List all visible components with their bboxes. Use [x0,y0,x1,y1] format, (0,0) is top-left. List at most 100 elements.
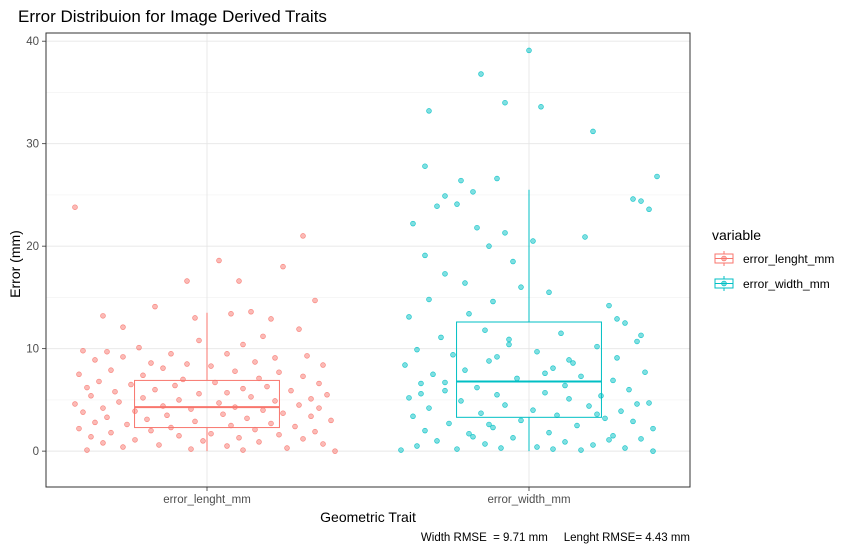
data-point [196,390,202,397]
data-point [594,411,600,417]
data-point [634,338,640,345]
data-point [80,409,86,415]
data-point [554,412,560,419]
data-point [462,280,468,286]
box [134,379,280,429]
data-point [208,430,214,437]
data-point [434,203,440,209]
legend-key-point [721,280,727,287]
data-point [108,429,114,436]
data-point [300,373,306,380]
data-point [534,444,540,450]
y-tick-label: 20 [26,241,39,253]
data-point [88,393,94,399]
data-point [482,441,488,447]
data-point [184,361,190,367]
data-point [406,314,412,320]
data-point [594,343,600,350]
data-point [442,193,448,199]
data-point [168,351,174,357]
plot-panel [45,32,691,488]
data-point [438,334,444,341]
data-point [232,404,238,410]
data-point [434,438,440,444]
data-point [582,234,588,240]
data-point [498,445,504,451]
data-point [422,427,428,434]
data-point [402,362,408,368]
y-tick-label: 30 [26,139,39,151]
data-point [470,189,476,195]
data-point [164,412,170,419]
data-point [176,433,182,439]
data-point [248,309,254,315]
data-point [144,416,150,423]
data-point [308,396,314,402]
data-point [200,438,206,444]
data-point [300,436,306,442]
data-point [224,351,230,357]
data-point [422,252,428,259]
chart-title: Error Distribuion for Image Derived Trai… [18,7,327,26]
data-point [104,414,110,421]
data-point [152,386,158,393]
data-point [84,447,90,453]
data-point [296,326,302,332]
data-point [450,352,456,358]
data-point [510,258,516,265]
data-point [530,407,536,413]
data-point [474,224,480,231]
data-point [324,392,330,398]
data-point [208,363,214,369]
data-point [84,384,90,391]
data-point [72,204,78,210]
data-point [590,442,596,448]
data-point [168,424,174,431]
data-point [622,320,628,326]
data-point [216,257,222,264]
data-point [320,362,326,368]
data-point [312,428,318,435]
legend-label: error_width_mm [743,277,830,291]
data-point [514,375,520,382]
data-point [112,388,118,395]
data-point [546,289,552,296]
data-point [494,392,500,398]
data-point [630,418,636,425]
data-point [152,303,158,310]
data-point [240,385,246,392]
data-point [272,355,278,361]
data-point [316,405,322,411]
data-point [538,104,544,110]
data-point [140,395,146,401]
data-point [236,278,242,284]
data-point [148,427,154,434]
data-point [414,346,420,353]
data-point [172,382,178,389]
data-point [502,402,508,408]
data-point [622,445,628,451]
data-point [542,389,548,396]
data-point [422,163,428,169]
data-point [570,360,576,366]
data-point [216,400,222,406]
data-point [288,387,294,394]
data-point [272,398,278,404]
data-point [510,435,516,441]
data-point [502,99,508,106]
data-point [280,410,286,416]
data-point [610,377,616,384]
data-point [602,415,608,422]
data-point [268,420,274,427]
data-point [430,371,436,378]
data-point [224,389,230,396]
data-point [614,316,620,322]
data-point [590,128,596,135]
data-point [92,357,98,363]
data-point [462,367,468,373]
data-point [244,415,250,422]
data-point [192,418,198,425]
data-point [188,446,194,452]
data-point [414,443,420,449]
